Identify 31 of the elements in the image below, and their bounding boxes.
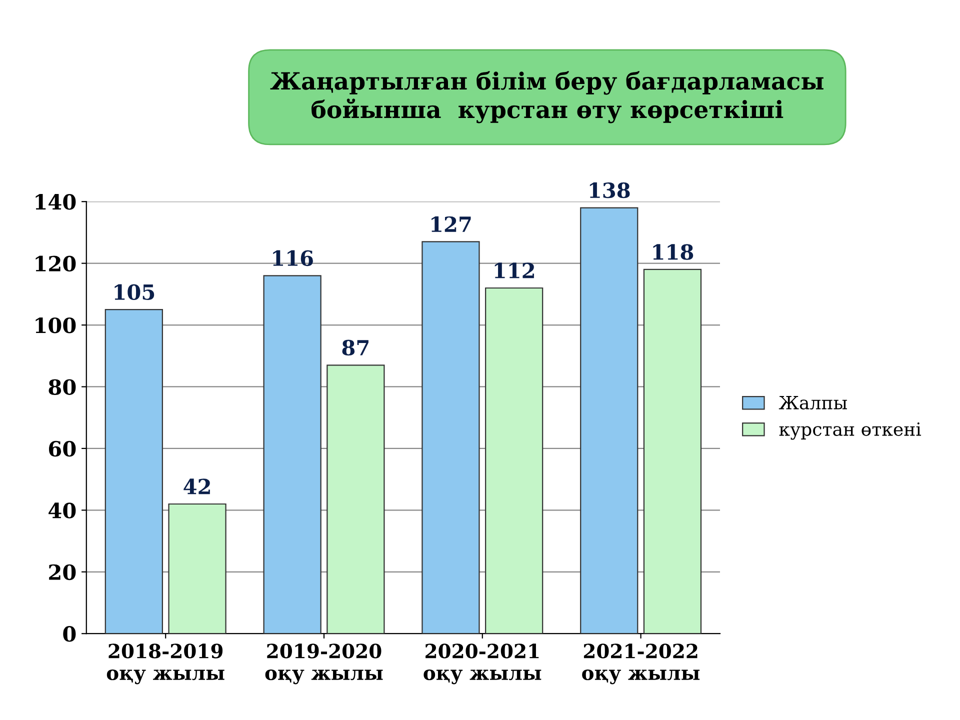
x-tick-label: 2018-2019 оқу жылы [106,644,224,684]
y-tick-label: 100 [36,317,76,334]
x-tick-label: 2019-2020 оқу жылы [265,644,383,684]
data-label: 118 [653,244,694,260]
y-tick-label: 120 [36,256,76,272]
data-label: 42 [184,478,210,494]
x-tick-label: 2021-2022 оқу жылы [582,644,700,684]
y-tick-label: 40 [48,502,76,518]
data-label: 116 [273,250,313,266]
bar [168,503,226,634]
data-label: 127 [432,216,471,232]
x-tick-label: 2020-2021 оқу жылы [424,644,542,684]
y-tick-label: 0 [63,626,76,642]
bar [263,275,322,634]
data-label: 105 [114,284,154,300]
y-tick-label: 80 [48,379,76,395]
bar [326,364,385,634]
bar [422,241,480,634]
data-label: 138 [590,182,630,198]
bar [104,309,163,634]
bar [580,207,638,634]
data-label: 112 [494,262,534,278]
data-label: 87 [342,340,368,356]
y-tick-label: 140 [36,194,76,210]
bar [643,268,702,634]
y-tick-label: 60 [49,440,76,457]
chart-title: Жаңартылған білім беру бағдарламасы бойынша курстан өту көрсеткіші [270,71,824,124]
legend-label: курстан өткені [779,422,922,440]
bar [485,287,544,634]
y-tick-label: 20 [49,564,76,580]
legend-label: Жалпы [778,396,847,410]
